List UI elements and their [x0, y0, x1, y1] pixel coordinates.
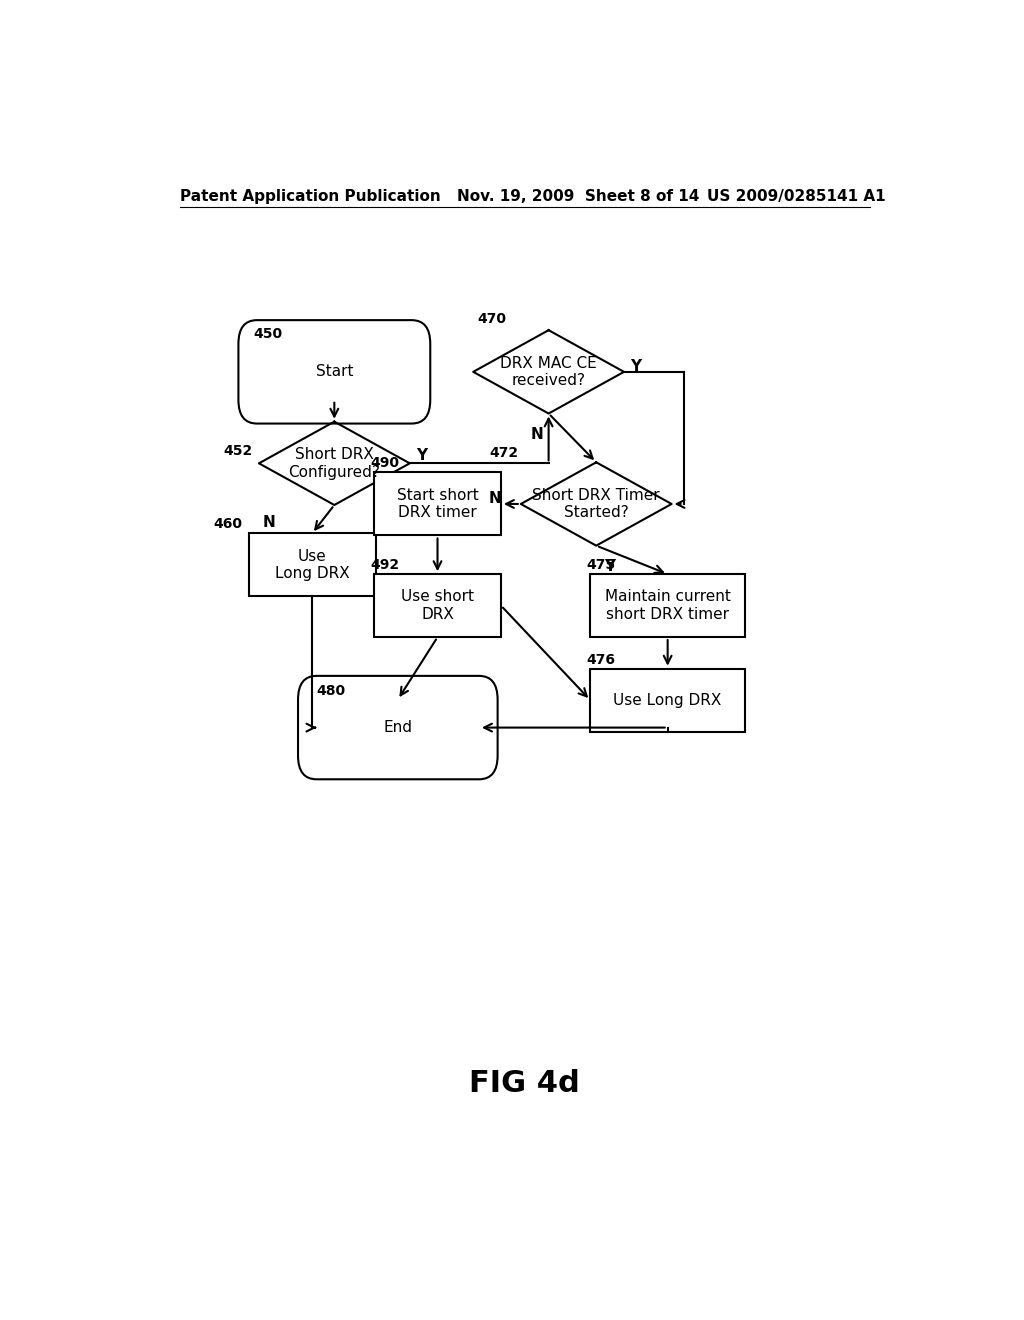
Polygon shape — [259, 421, 410, 506]
Text: 472: 472 — [489, 446, 518, 461]
Text: 480: 480 — [316, 684, 346, 697]
Text: N: N — [263, 515, 275, 531]
Text: FIG 4d: FIG 4d — [469, 1069, 581, 1098]
Polygon shape — [521, 462, 672, 545]
Text: Start short
DRX timer: Start short DRX timer — [396, 488, 478, 520]
Text: Y: Y — [604, 558, 615, 574]
Text: 475: 475 — [587, 558, 615, 572]
Text: Y: Y — [416, 447, 427, 463]
Text: N: N — [488, 491, 501, 507]
Bar — [590, 574, 745, 638]
Text: 460: 460 — [213, 517, 242, 532]
Text: 452: 452 — [223, 445, 253, 458]
Bar — [590, 669, 745, 731]
Text: Use short
DRX: Use short DRX — [401, 590, 474, 622]
Text: 492: 492 — [370, 558, 399, 572]
Bar — [249, 533, 376, 597]
Bar — [374, 574, 501, 638]
Text: DRX MAC CE
received?: DRX MAC CE received? — [501, 355, 597, 388]
Text: Use Long DRX: Use Long DRX — [613, 693, 722, 708]
Polygon shape — [473, 330, 624, 413]
Text: Y: Y — [631, 359, 641, 375]
Text: 490: 490 — [370, 457, 399, 470]
Bar — [374, 473, 501, 536]
Text: Use
Long DRX: Use Long DRX — [274, 549, 349, 581]
Text: US 2009/0285141 A1: US 2009/0285141 A1 — [708, 189, 886, 203]
Text: Nov. 19, 2009  Sheet 8 of 14: Nov. 19, 2009 Sheet 8 of 14 — [458, 189, 699, 203]
Text: 476: 476 — [587, 652, 615, 667]
Text: Short DRX Timer
Started?: Short DRX Timer Started? — [532, 488, 660, 520]
Text: 450: 450 — [253, 327, 283, 341]
FancyBboxPatch shape — [298, 676, 498, 779]
Text: Short DRX
Configured?: Short DRX Configured? — [289, 447, 380, 479]
FancyBboxPatch shape — [239, 321, 430, 424]
Text: Patent Application Publication: Patent Application Publication — [179, 189, 440, 203]
Text: End: End — [383, 721, 413, 735]
Text: N: N — [530, 426, 543, 442]
Text: Maintain current
short DRX timer: Maintain current short DRX timer — [605, 590, 730, 622]
Text: Start: Start — [315, 364, 353, 379]
Text: 470: 470 — [477, 312, 506, 326]
